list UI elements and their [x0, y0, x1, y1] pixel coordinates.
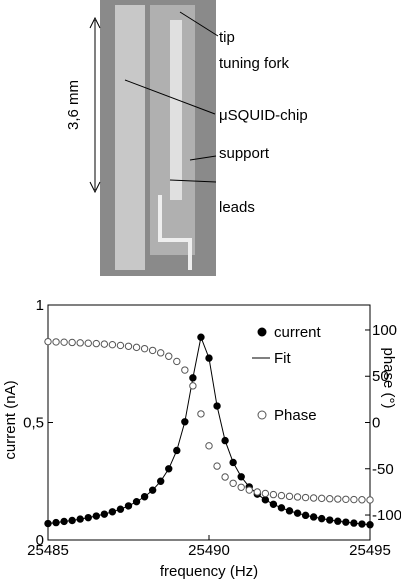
photo: 3,6 mm tip tuning fork μSQUID-chip suppo… [65, 0, 308, 276]
phase-point [108, 340, 117, 349]
phase-point [173, 357, 181, 366]
phase-point [342, 495, 350, 503]
phase-point [205, 442, 213, 450]
y2-tick-label: -100 [372, 507, 401, 524]
pointer [189, 155, 217, 161]
phase-point [44, 337, 52, 346]
phase-point [358, 496, 366, 504]
phase-point [221, 473, 229, 481]
phase-point [366, 496, 374, 504]
phase-point [132, 343, 141, 352]
phase-point [334, 495, 342, 503]
phase-point [277, 491, 286, 500]
phase-point [261, 489, 270, 498]
phase-point [100, 340, 109, 348]
photo-label: μSQUID-chip [219, 107, 308, 124]
phase-point [76, 339, 84, 347]
phase-point [92, 339, 101, 348]
scale-label: 3,6 mm [65, 80, 82, 130]
phase-point [157, 349, 165, 357]
phase-point [269, 490, 278, 499]
legend-label: Phase [274, 407, 317, 424]
photo-label: tip [219, 29, 235, 46]
phase-point [285, 492, 294, 501]
y2-tick-label: 100 [372, 322, 397, 339]
y2-tick-label: -50 [372, 461, 394, 478]
phase-point [245, 486, 253, 494]
phase-point [326, 495, 334, 503]
y2-axis-label: phase (°) [380, 347, 397, 408]
y-tick-label: 1 [36, 297, 44, 314]
phase-point [318, 494, 326, 503]
x-tick-label: 25485 [27, 542, 69, 559]
phase-point [301, 493, 310, 502]
phase-point [140, 344, 149, 353]
x-tick-label: 25495 [349, 542, 391, 559]
pointer [179, 11, 219, 37]
phase-point [189, 382, 197, 390]
pointer [169, 179, 217, 183]
phase-point [52, 338, 60, 346]
phase-point [237, 483, 245, 491]
photo-label: support [219, 145, 270, 162]
y-axis-label: current (nA) [2, 380, 19, 459]
phase-point [165, 352, 173, 360]
phase-point [213, 462, 221, 470]
x-axis-label: frequency (Hz) [160, 563, 258, 580]
phase-point [181, 366, 189, 374]
leads-shape [158, 195, 192, 270]
x-tick-label: 25490 [188, 542, 230, 559]
fork-tine [170, 20, 182, 200]
scale-arrows [89, 16, 101, 194]
y2-tick-label: 50 [372, 368, 389, 385]
legend-swatch [257, 410, 267, 420]
fit-line [47, 335, 371, 526]
phase-point [309, 494, 318, 502]
phase-point [148, 346, 157, 355]
phase-point [68, 338, 76, 347]
y-tick-label: 0,5 [23, 415, 44, 432]
phase-point [116, 341, 125, 350]
y-tick-label: 0 [36, 532, 44, 549]
y2-tick-label: 0 [372, 415, 380, 432]
phase-point [229, 479, 237, 487]
phase-point [350, 495, 358, 504]
phase-point [124, 342, 133, 350]
chip-body [115, 5, 145, 270]
phase-point [84, 339, 92, 347]
phase-point [293, 493, 302, 501]
phase-point [197, 410, 205, 418]
phase-point [60, 338, 68, 346]
photo-label: leads [219, 199, 255, 216]
phase-point [253, 488, 261, 496]
legend-swatch [257, 327, 267, 337]
legend-label: current [274, 324, 322, 341]
photo-label: tuning fork [219, 55, 290, 72]
legend-label: Fit [274, 350, 291, 367]
pointer [124, 79, 216, 115]
